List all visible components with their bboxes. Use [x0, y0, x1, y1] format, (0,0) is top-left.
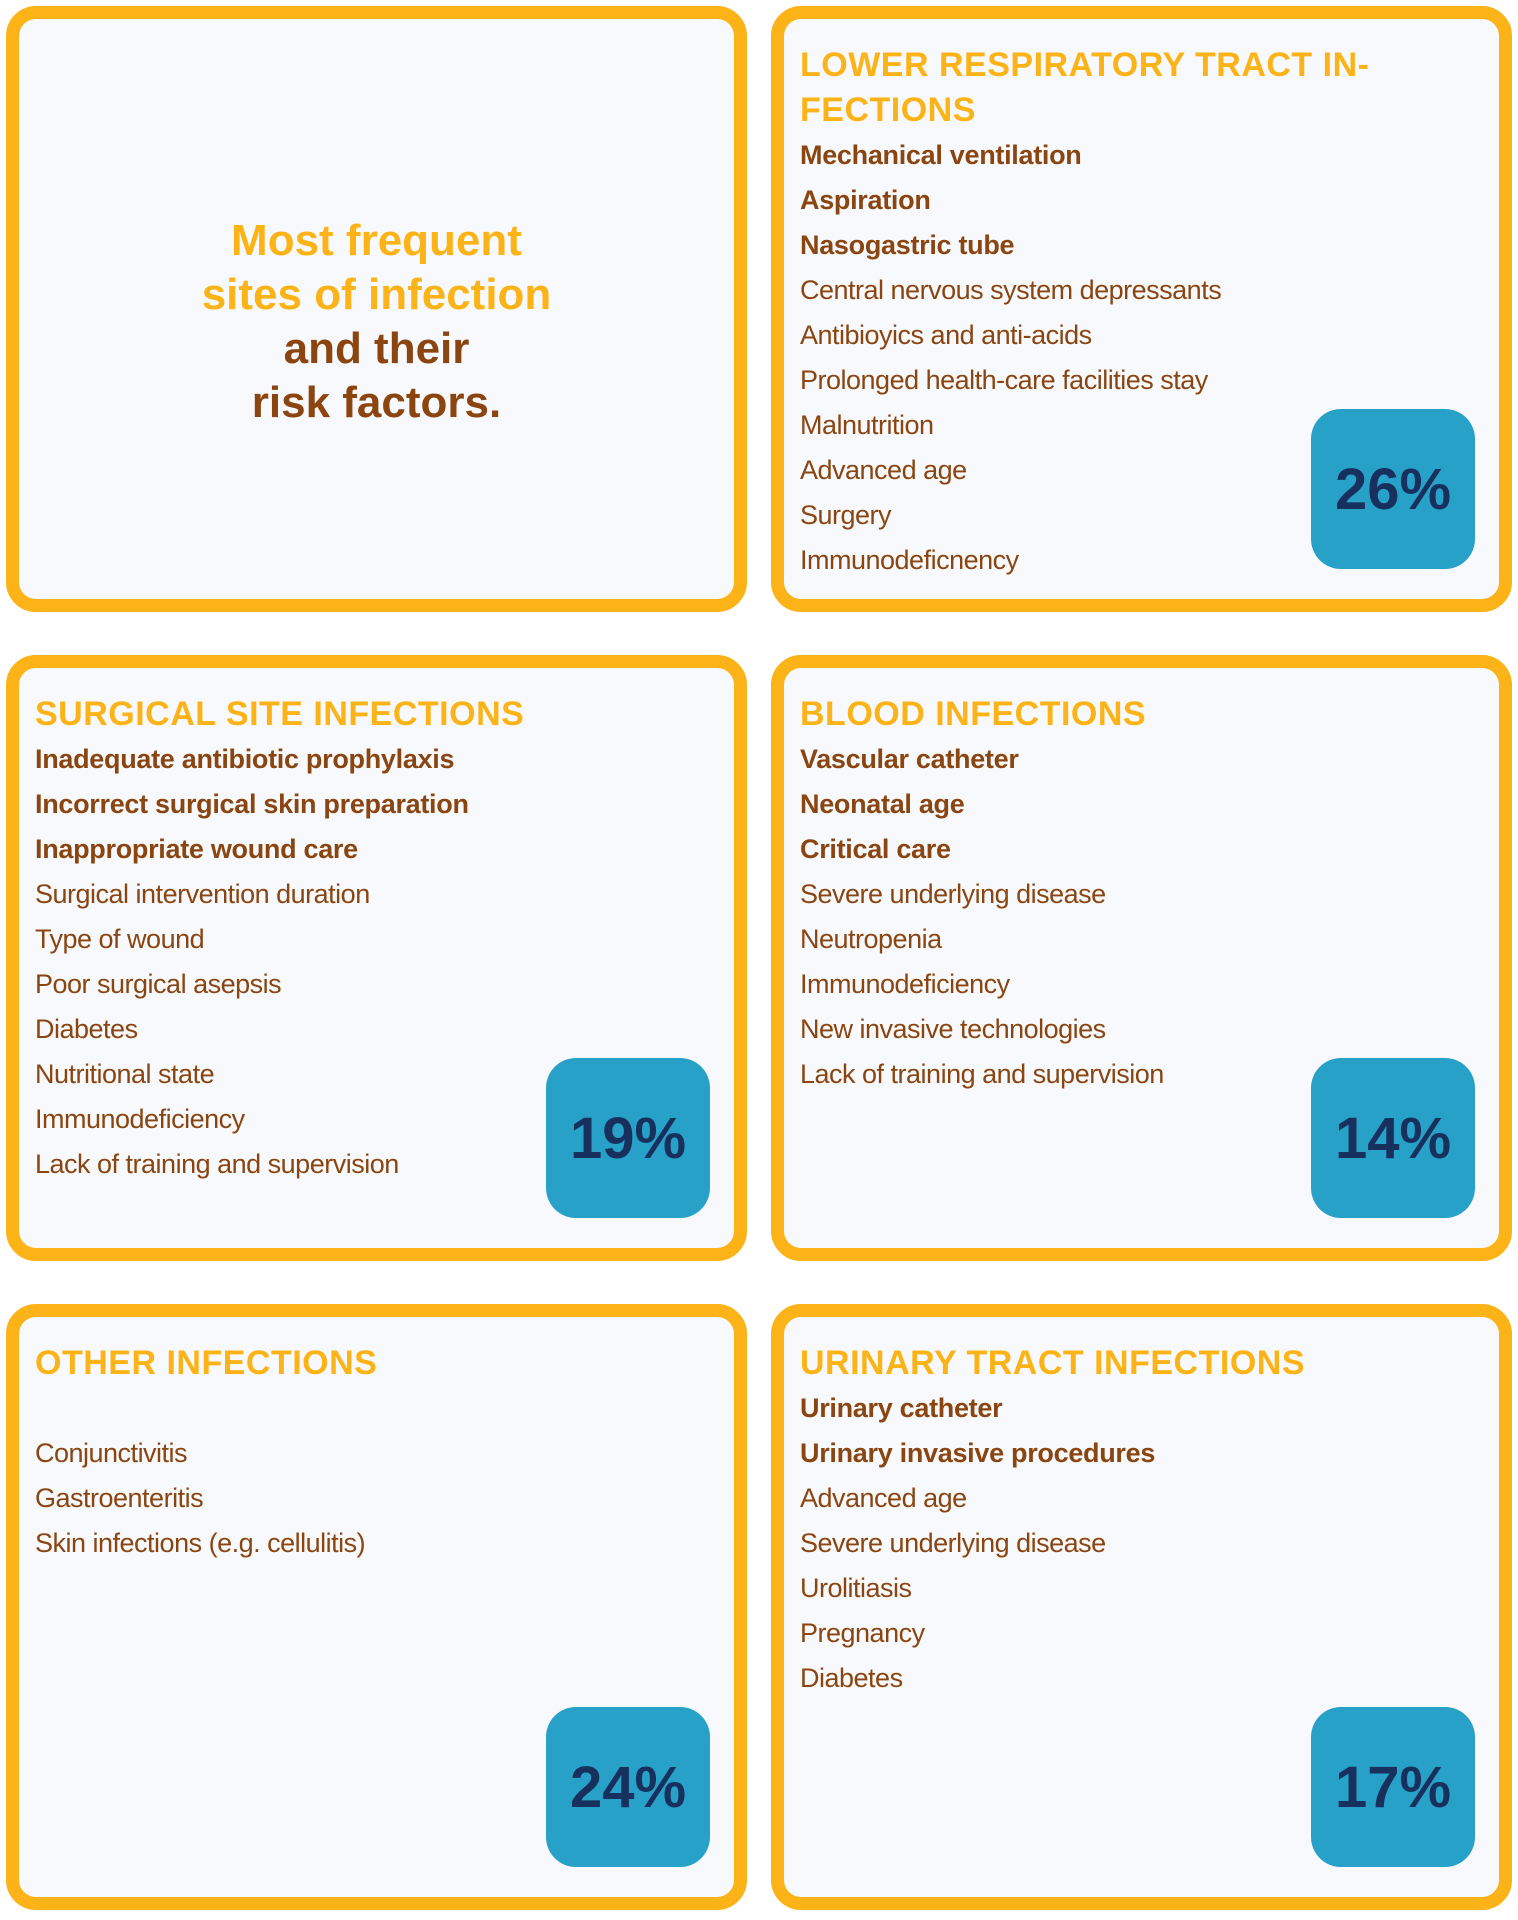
- risk-factor: Prolonged health-care facilities stay: [800, 365, 1208, 395]
- risk-factor: Diabetes: [800, 1663, 903, 1693]
- key-risk-factor: Inappropriate wound care: [35, 834, 358, 864]
- risk-factor: Urolitiasis: [800, 1573, 912, 1603]
- infection-card: LOWER RESPIRATORY TRACT IN- FECTIONS Mecha…: [771, 6, 1512, 612]
- share-badge: 24%: [546, 1707, 710, 1867]
- card-content: BLOOD INFECTIONS Vascular catheter Neonata…: [800, 692, 1483, 1097]
- key-risk-factor: Aspiration: [800, 185, 931, 215]
- card-heading: URINARY TRACT INFECTIONS: [800, 1344, 1305, 1382]
- title-line: risk factors.: [251, 378, 502, 427]
- risk-factor: Severe underlying disease: [800, 879, 1106, 909]
- key-risk-factor: Nasogastric tube: [800, 230, 1015, 260]
- risk-factor: Surgical intervention duration: [35, 879, 370, 909]
- title-line: sites of infection: [201, 270, 552, 319]
- risk-factor: Diabetes: [35, 1014, 138, 1044]
- risk-factor: Type of wound: [35, 924, 205, 954]
- share-badge: 19%: [546, 1058, 710, 1218]
- key-risk-factor: Urinary catheter: [800, 1393, 1003, 1423]
- key-risk-factor: Vascular catheter: [800, 744, 1019, 774]
- risk-factor: Immunodeficiency: [800, 969, 1010, 999]
- infection-card: OTHER INFECTIONS Conjunctivitis Gastroente…: [6, 1304, 747, 1910]
- title-card: Most frequent sites of infection and their…: [6, 6, 747, 612]
- risk-factor: New invasive technologies: [800, 1014, 1106, 1044]
- key-risk-factor: Incorrect surgical skin preparation: [35, 789, 469, 819]
- key-risk-factor: Neonatal age: [800, 789, 965, 819]
- title-line: Most frequent: [231, 216, 522, 265]
- risk-factor: Antibioyics and anti-acids: [800, 320, 1092, 350]
- card-content: URINARY TRACT INFECTIONS Urinary catheter…: [800, 1341, 1483, 1701]
- card-heading: FECTIONS: [800, 91, 976, 129]
- risk-factor: Severe underlying disease: [800, 1528, 1106, 1558]
- key-risk-factor: Urinary invasive procedures: [800, 1438, 1156, 1468]
- risk-factor: Surgery: [800, 500, 892, 530]
- risk-factor: Poor surgical asepsis: [35, 969, 282, 999]
- risk-factor: Pregnancy: [800, 1618, 925, 1648]
- infection-card: SURGICAL SITE INFECTIONS Inadequate antib…: [6, 655, 747, 1261]
- title: Most frequent sites of infection and their…: [19, 214, 734, 430]
- card-content: SURGICAL SITE INFECTIONS Inadequate antib…: [35, 692, 718, 1187]
- risk-factor: Central nervous system depressants: [800, 275, 1222, 305]
- risk-factor: Advanced age: [800, 455, 967, 485]
- risk-factor: Malnutrition: [800, 410, 934, 440]
- card-heading: SURGICAL SITE INFECTIONS: [35, 695, 525, 733]
- risk-factor: Conjunctivitis: [35, 1438, 188, 1468]
- card-content: LOWER RESPIRATORY TRACT IN- FECTIONS Mecha…: [800, 43, 1483, 583]
- share-badge: 14%: [1311, 1058, 1475, 1218]
- card-heading: BLOOD INFECTIONS: [800, 695, 1147, 733]
- key-risk-factor: Inadequate antibiotic prophylaxis: [35, 744, 455, 774]
- share-badge: 26%: [1311, 409, 1475, 569]
- key-risk-factor: Critical care: [800, 834, 951, 864]
- risk-factor: Immunodeficiency: [35, 1104, 245, 1134]
- risk-factor: Immunodeficnency: [800, 545, 1019, 575]
- infection-card: URINARY TRACT INFECTIONS Urinary catheter…: [771, 1304, 1512, 1910]
- risk-factor: Neutropenia: [800, 924, 942, 954]
- risk-factor: Lack of training and supervision: [800, 1059, 1164, 1089]
- risk-factor: Lack of training and supervision: [35, 1149, 399, 1179]
- share-badge: 17%: [1311, 1707, 1475, 1867]
- risk-factor: Advanced age: [800, 1483, 967, 1513]
- risk-factor: Gastroenteritis: [35, 1483, 204, 1513]
- title-line: and their: [283, 324, 470, 373]
- card-heading: LOWER RESPIRATORY TRACT IN-: [800, 46, 1370, 84]
- card-heading: OTHER INFECTIONS: [35, 1344, 378, 1382]
- card-content: OTHER INFECTIONS Conjunctivitis Gastroente…: [35, 1341, 718, 1566]
- infection-card: BLOOD INFECTIONS Vascular catheter Neonata…: [771, 655, 1512, 1261]
- risk-factor: Nutritional state: [35, 1059, 215, 1089]
- key-risk-factor: Mechanical ventilation: [800, 140, 1082, 170]
- risk-factor: Skin infections (e.g. cellulitis): [35, 1528, 366, 1558]
